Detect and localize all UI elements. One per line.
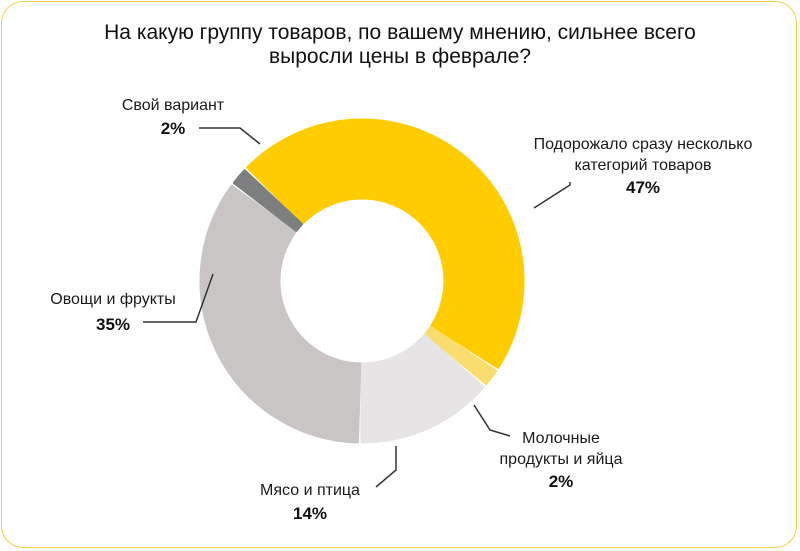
leader-line-multi — [533, 182, 571, 209]
label-dairy-line1: Молочные — [522, 430, 600, 447]
leader-line-own — [199, 127, 261, 145]
leader-line-dairy — [473, 404, 511, 437]
label-veg-line1: Овощи и фрукты — [50, 291, 175, 308]
donut-slices — [199, 118, 525, 444]
label-own-line1: Свой вариант — [122, 97, 225, 114]
label-dairy-line2: продукты и яйца — [500, 451, 623, 468]
label-multi-line2: категорий товаров — [574, 157, 711, 174]
leader-line-veg — [143, 273, 214, 323]
donut-slice-0 — [246, 118, 525, 369]
label-dairy-pct: 2% — [549, 472, 574, 491]
label-multi-line1: Подорожало сразу несколько — [534, 136, 753, 153]
chart-title: На какую группу товаров, по вашему мнени… — [104, 21, 696, 68]
donut-slice-1 — [424, 325, 497, 386]
donut-slice-4 — [232, 169, 303, 232]
label-own-pct: 2% — [161, 119, 186, 138]
donut-slice-3 — [199, 184, 362, 444]
donut-slice-2 — [360, 334, 485, 444]
label-multi-pct: 47% — [626, 178, 660, 197]
leader-line-meat — [375, 446, 397, 488]
label-meat-line1: Мясо и птица — [260, 482, 360, 499]
label-veg-pct: 35% — [96, 315, 130, 334]
label-meat-pct: 14% — [293, 504, 327, 523]
